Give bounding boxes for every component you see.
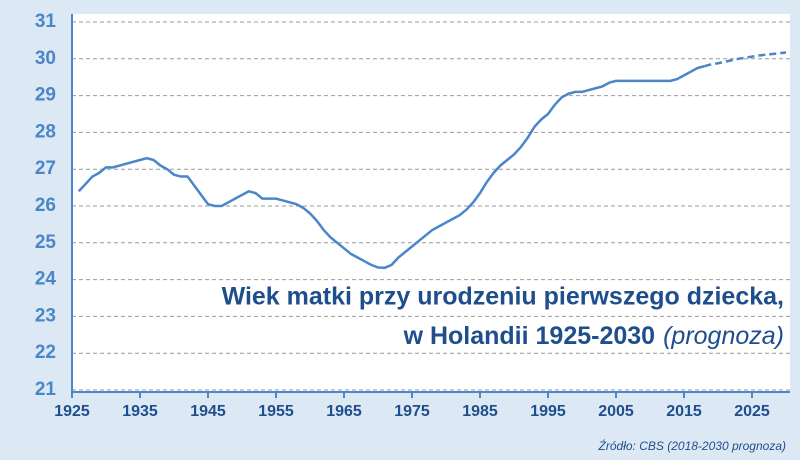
y-tick-label: 23 bbox=[35, 305, 56, 326]
y-tick-label: 22 bbox=[35, 342, 56, 363]
y-tick-label: 30 bbox=[35, 48, 56, 69]
y-tick-label: 25 bbox=[35, 232, 57, 253]
plot-area bbox=[72, 14, 790, 392]
y-tick-label: 24 bbox=[35, 269, 57, 290]
source-note: Źródło: CBS (2018-2030 prognoza) bbox=[598, 438, 786, 453]
chart-title: Wiek matki przy urodzeniu pierwszego dzi… bbox=[222, 283, 784, 311]
x-tick-label: 1935 bbox=[122, 403, 158, 420]
y-tick-label: 28 bbox=[35, 121, 56, 142]
data-line bbox=[77, 64, 705, 270]
chart-subtitle: w Holandii 1925-2030 (prognoza) bbox=[403, 322, 784, 350]
x-tick-label: 2025 bbox=[734, 403, 770, 420]
data-line bbox=[704, 51, 787, 68]
x-tick-label: 1965 bbox=[326, 403, 362, 420]
x-tick-label: 1955 bbox=[258, 403, 294, 420]
x-tick-label: 1975 bbox=[394, 403, 430, 420]
x-tick-label: 1945 bbox=[190, 403, 226, 420]
subtitle-text: w Holandii 1925-2030 bbox=[403, 322, 656, 350]
subtitle-note: (prognoza) bbox=[663, 322, 784, 350]
y-tick-label: 26 bbox=[35, 195, 56, 216]
x-tick-label: 2005 bbox=[598, 403, 634, 420]
x-tick-label: 1985 bbox=[462, 403, 498, 420]
y-tick-label: 31 bbox=[35, 11, 57, 32]
y-tick-label: 29 bbox=[35, 85, 56, 106]
y-tick-label: 27 bbox=[35, 158, 56, 179]
y-tick-label: 21 bbox=[35, 379, 57, 400]
x-tick-label: 2015 bbox=[666, 403, 702, 420]
x-tick-label: 1925 bbox=[54, 403, 90, 420]
x-tick-label: 1995 bbox=[530, 403, 566, 420]
